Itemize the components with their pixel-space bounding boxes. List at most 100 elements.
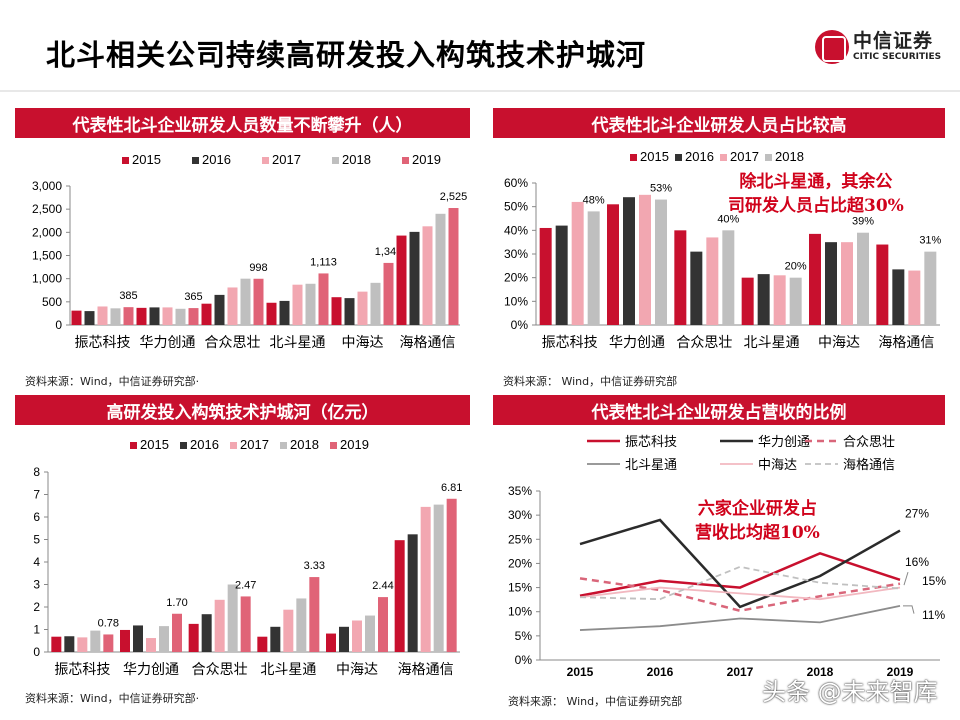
watermark: 头条 @未来智库 — [762, 678, 938, 706]
bar-2019 — [123, 307, 134, 325]
legend-label-2017: 2017 — [272, 152, 301, 167]
leader-line — [903, 605, 915, 614]
legend-label-2016: 2016 — [202, 152, 231, 167]
bar-2016 — [344, 298, 355, 325]
y-tick-label: 30% — [508, 508, 532, 522]
bar-2015 — [326, 633, 336, 652]
legend-label-2017: 2017 — [730, 149, 759, 164]
line-series-合众思壮 — [579, 577, 901, 613]
bar-2015 — [120, 629, 130, 652]
bar-2015 — [809, 233, 821, 325]
bar-2017 — [706, 237, 719, 325]
legend-swatch-2015 — [630, 154, 637, 161]
legend-swatch-2015 — [130, 442, 137, 449]
data-label: 11% — [922, 608, 945, 622]
annotation-staff-ratio: 除北斗星通，其余公 司研发人员占比超30% — [728, 170, 904, 218]
x-tick-label: 2015 — [567, 665, 594, 679]
bar-2017 — [97, 306, 108, 325]
data-label: 16% — [905, 555, 929, 569]
data-label: 2,525 — [440, 191, 468, 203]
x-tick-label: 2016 — [647, 665, 674, 679]
bar-2019 — [318, 273, 329, 325]
bar-2019 — [448, 208, 459, 325]
bar-2015 — [741, 277, 754, 325]
y-tick-label: 35% — [508, 484, 532, 498]
bar-2018 — [433, 504, 444, 652]
line-series-北斗星通 — [579, 605, 901, 631]
bar-2016 — [270, 626, 281, 652]
bar-2017 — [571, 201, 584, 325]
y-tick-label: 5% — [515, 629, 533, 643]
source-note-2: 资料来源： Wind，中信证券研究部 — [503, 375, 678, 388]
leader-line — [903, 571, 909, 586]
y-tick-label: 50% — [504, 200, 528, 214]
legend-swatch-2015 — [122, 157, 129, 164]
bar-2018 — [159, 626, 169, 652]
bar-2017 — [214, 599, 225, 652]
chart-rd-staff-ratio: 0% 10% 20% 30% 40% 50% 60% 2015 2016 2017 2018 48% 振… — [504, 149, 942, 350]
bar-2018 — [90, 630, 101, 652]
data-label: 40% — [717, 213, 739, 225]
legend-label-合众思壮: 合众思壮 — [843, 434, 895, 449]
bar-2016 — [555, 225, 568, 325]
bar-2015 — [539, 227, 552, 325]
y-tick-label: 25% — [508, 532, 532, 546]
data-label: 39% — [852, 216, 874, 228]
legend-label-2018: 2018 — [290, 437, 319, 452]
bar-2017 — [352, 620, 362, 652]
category-label: 中海达 — [818, 334, 860, 350]
y-tick-label: 20% — [508, 556, 532, 570]
bar-2018 — [587, 211, 600, 325]
legend-swatch-2018 — [280, 442, 287, 449]
bar-2018 — [857, 232, 869, 325]
bar-2016 — [690, 251, 703, 325]
category-label: 华力创通 — [123, 661, 179, 677]
annotation-line-1: 除北斗星通，其余公 — [739, 172, 893, 192]
bar-2016 — [214, 294, 225, 325]
bar-2017 — [422, 226, 433, 325]
y-tick-label: 8 — [33, 465, 40, 479]
y-tick-label: 0% — [511, 318, 529, 332]
bar-2016 — [339, 626, 349, 652]
logo-cn: 中信证券 — [853, 30, 934, 52]
bar-2016 — [892, 269, 905, 325]
bar-2017 — [162, 307, 173, 325]
x-tick-label: 2019 — [887, 665, 914, 679]
source-note-3: 资料来源：Wind，中信证券研究部· — [25, 692, 200, 705]
y-tick-label: 1 — [33, 623, 40, 637]
category-label: 北斗星通 — [260, 661, 316, 677]
legend-label-2019: 2019 — [412, 152, 441, 167]
bar-2016 — [409, 231, 420, 325]
category-label: 海格通信 — [398, 661, 454, 677]
legend-label-2015: 2015 — [640, 149, 669, 164]
bar-2015 — [51, 636, 62, 652]
bar-2016 — [84, 311, 95, 325]
bar-2019 — [103, 634, 114, 652]
y-tick-label: 3,000 — [32, 179, 62, 193]
data-label: 365 — [184, 291, 202, 303]
bar-2016 — [623, 197, 635, 325]
data-label: 2.47 — [235, 579, 256, 591]
chart-rd-staff-count: 0 500 1,000 1,500 2,000 2,500 3,000 2015 2016 201… — [32, 152, 468, 350]
y-tick-label: 10% — [508, 605, 532, 619]
category-label: 华力创通 — [140, 334, 196, 350]
y-tick-label: 40% — [504, 223, 528, 237]
legend-swatch-2016 — [180, 442, 187, 449]
bar-2017 — [908, 270, 921, 325]
y-tick-label: 60% — [504, 176, 528, 190]
bar-2019 — [446, 498, 457, 652]
legend-label-中海达: 中海达 — [758, 457, 797, 472]
bar-2015 — [71, 310, 82, 325]
data-label: 385 — [119, 290, 137, 302]
legend-swatch-2016 — [192, 157, 199, 164]
bar-2019 — [188, 308, 199, 325]
bar-2015 — [188, 623, 199, 652]
y-tick-label: 0 — [55, 318, 62, 332]
bar-2016 — [279, 300, 290, 325]
bar-2018 — [655, 199, 667, 325]
data-label: 31% — [919, 235, 941, 247]
legend-label-2018: 2018 — [342, 152, 371, 167]
y-tick-label: 500 — [42, 295, 62, 309]
bar-2017 — [773, 275, 786, 325]
legend-label-北斗星通: 北斗星通 — [625, 457, 677, 472]
